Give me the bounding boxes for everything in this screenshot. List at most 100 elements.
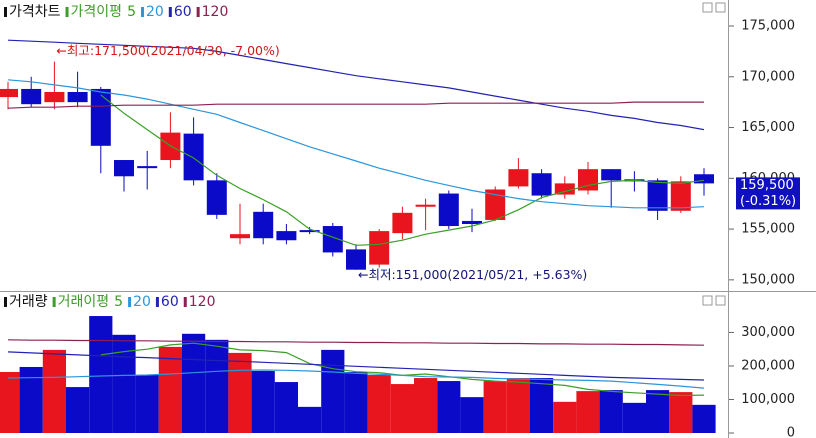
moving-average: [7, 369, 705, 389]
volume-bar: [298, 406, 322, 433]
volume-bar: [19, 366, 43, 433]
volume-bar: [414, 378, 438, 433]
y-tick-label: 165,000: [741, 120, 795, 135]
candle-body: [531, 173, 552, 196]
volume-bar: [669, 392, 693, 433]
candle-body: [346, 249, 366, 270]
legend-text: 60: [174, 4, 192, 20]
volume-bar: [158, 346, 182, 433]
y-tick-label: 150,000: [741, 272, 795, 287]
candle-body: [392, 212, 413, 234]
moving-average: [7, 79, 705, 209]
volume-bar: [274, 382, 298, 433]
legend-text: 60: [161, 294, 179, 310]
candle-body: [415, 204, 436, 207]
volume-bar: [182, 333, 206, 433]
candle-body: [114, 160, 134, 177]
volume-bar: [553, 401, 577, 433]
candle-body: [230, 234, 250, 239]
legend-marker: [196, 7, 200, 17]
volume-bar: [367, 375, 391, 433]
window-button[interactable]: [702, 2, 713, 13]
window-button[interactable]: [702, 295, 713, 306]
legend-text: 거래이평: [58, 294, 110, 310]
max-annotation: ←최고:171,500(2021/04/30, -7.00%): [56, 43, 279, 58]
legend-text: 5: [127, 4, 136, 20]
candle-body: [276, 231, 297, 241]
volume-bar: [205, 339, 229, 433]
volume-bar: [530, 378, 554, 433]
candle-body: [183, 133, 204, 181]
candle-body: [253, 211, 274, 239]
volume-bar: [483, 381, 507, 433]
candle-body: [67, 91, 88, 103]
legend-text: 20: [146, 4, 164, 20]
volume-bar: [622, 402, 646, 433]
candle-body: [694, 174, 714, 184]
candle-body: [322, 226, 343, 253]
window-button[interactable]: [715, 295, 726, 306]
legend-text: 가격차트: [9, 4, 61, 20]
candle-body: [670, 181, 691, 211]
legend-marker: [4, 297, 7, 307]
volume-bar: [228, 352, 252, 433]
candle-body: [44, 91, 65, 103]
last-change: (-0.31%): [740, 194, 796, 209]
volume-bar: [112, 334, 136, 433]
legend-marker: [140, 7, 144, 17]
legend-text: 20: [133, 294, 151, 310]
min-annotation: ←최저:151,000(2021/05/21, +5.63%): [358, 267, 587, 282]
legend-marker: [65, 7, 69, 17]
candle-body: [578, 169, 598, 191]
candle-body: [462, 220, 482, 224]
y-tick-label: 100,000: [741, 392, 795, 407]
candle-body: [369, 231, 390, 265]
volume-bar: [390, 384, 414, 433]
y-tick-label: 300,000: [741, 325, 795, 340]
volume-bar: [692, 404, 716, 433]
legend-text: 120: [189, 294, 216, 310]
y-tick-label: 170,000: [741, 69, 795, 84]
legend-text: 5: [114, 294, 123, 310]
moving-average: [7, 351, 705, 381]
volume-bar: [321, 349, 345, 433]
candle-body: [137, 166, 158, 169]
last-price: 159,500: [740, 178, 794, 193]
volume-bar: [66, 387, 90, 433]
candle-body: [90, 88, 111, 146]
candle-body: [647, 180, 668, 211]
candle-body: [299, 230, 320, 233]
legend-marker: [128, 297, 132, 307]
volume-bar: [646, 390, 670, 433]
candle-body: [438, 193, 459, 227]
volume-bar: [576, 391, 600, 433]
candle-body: [0, 88, 18, 98]
y-tick-label: 0: [787, 426, 795, 438]
legend-text: 거래량: [9, 294, 48, 310]
candle-body: [554, 183, 575, 195]
volume-bar: [599, 390, 623, 433]
volume-bar: [506, 378, 530, 433]
moving-average: [7, 339, 705, 346]
volume-bar: [89, 316, 113, 433]
legend-marker: [183, 297, 187, 307]
y-tick-label: 175,000: [741, 18, 795, 33]
legend-text: 가격이평: [71, 4, 123, 20]
y-tick-label: 200,000: [741, 358, 795, 373]
volume-bar: [42, 349, 66, 433]
volume-bar: [437, 381, 461, 433]
legend-text: 120: [202, 4, 229, 20]
volume-bar: [135, 375, 159, 433]
legend-marker: [4, 7, 7, 17]
legend-marker: [155, 297, 159, 307]
candle-body: [485, 189, 506, 220]
legend-marker: [168, 7, 172, 17]
legend-marker: [52, 297, 56, 307]
candle-body: [21, 88, 42, 105]
y-tick-label: 155,000: [741, 222, 795, 237]
candle-body: [601, 169, 622, 181]
moving-average: [100, 94, 705, 246]
candle-body: [206, 180, 227, 215]
window-button[interactable]: [715, 2, 726, 13]
